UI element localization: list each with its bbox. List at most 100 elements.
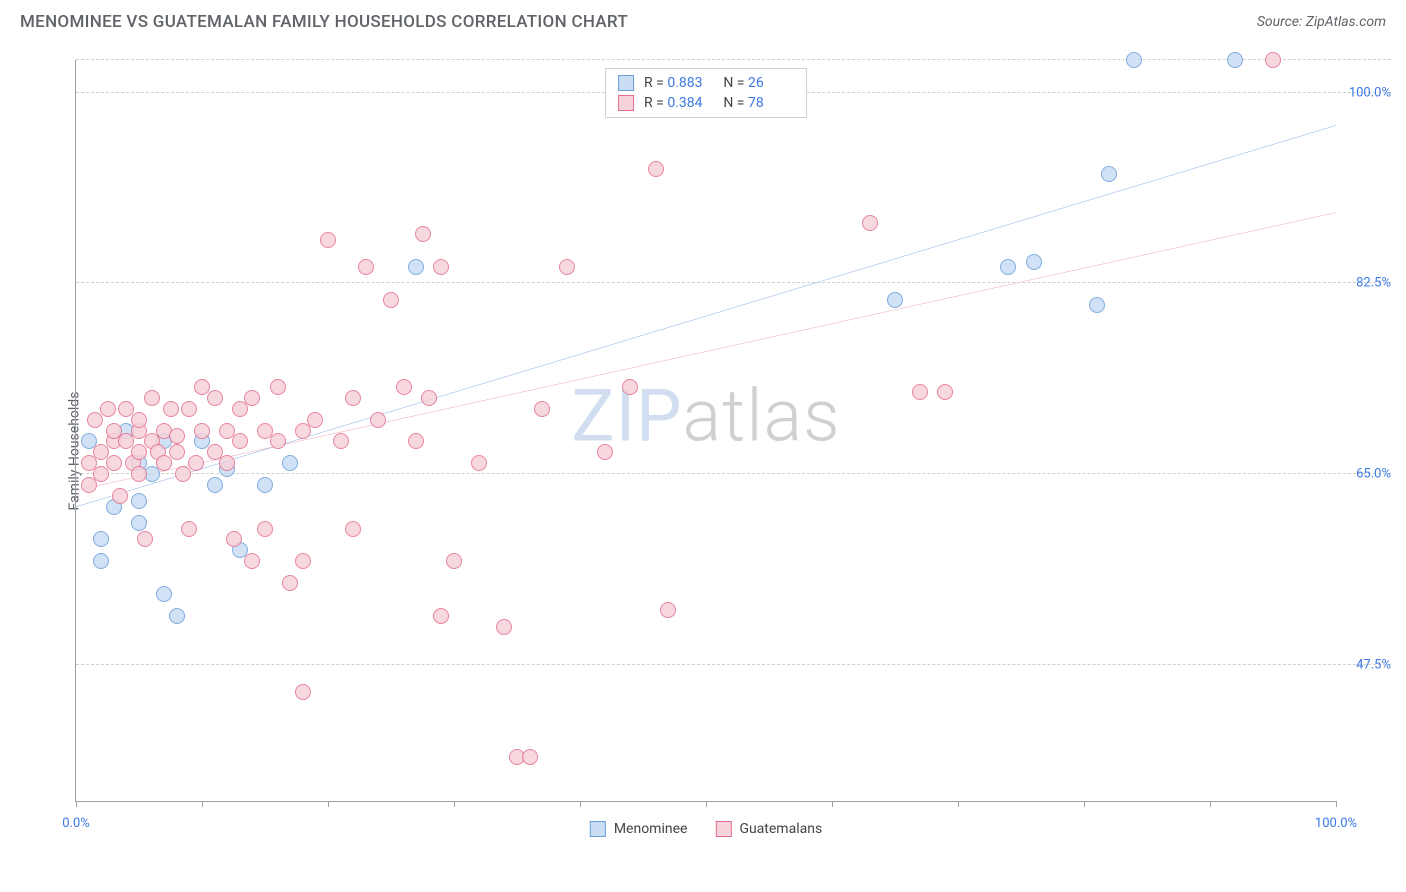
data-point-menominee <box>408 259 424 275</box>
data-point-menominee <box>887 292 903 308</box>
data-point-guatemalans <box>345 521 361 537</box>
legend-row-menominee: R = 0.883 N = 26 <box>606 73 806 93</box>
x-tick <box>454 801 455 807</box>
data-point-guatemalans <box>345 390 361 406</box>
legend-stat-r: R = 0.384 <box>644 95 713 111</box>
data-point-guatemalans <box>295 684 311 700</box>
data-point-guatemalans <box>433 608 449 624</box>
data-point-guatemalans <box>144 390 160 406</box>
trendline-menominee <box>76 125 1336 506</box>
header: MENOMINEE VS GUATEMALAN FAMILY HOUSEHOLD… <box>0 0 1406 40</box>
legend-swatch-menominee <box>618 75 634 91</box>
data-point-guatemalans <box>194 423 210 439</box>
watermark: ZIPatlas <box>571 373 840 458</box>
data-point-guatemalans <box>333 433 349 449</box>
data-point-guatemalans <box>181 521 197 537</box>
data-point-menominee <box>257 477 273 493</box>
x-tick-label: 0.0% <box>62 816 90 831</box>
data-point-guatemalans <box>358 259 374 275</box>
data-point-guatemalans <box>446 553 462 569</box>
x-tick <box>580 801 581 807</box>
legend-swatch-menominee <box>590 821 606 837</box>
data-point-guatemalans <box>648 161 664 177</box>
chart-container: Family Households ZIPatlas R = 0.883 N =… <box>30 50 1396 852</box>
legend-stat-n: N = 78 <box>723 95 794 111</box>
data-point-menominee <box>1126 52 1142 68</box>
data-point-guatemalans <box>421 390 437 406</box>
gridline-h <box>76 59 1391 60</box>
x-tick <box>832 801 833 807</box>
data-point-menominee <box>207 477 223 493</box>
data-point-guatemalans <box>100 401 116 417</box>
data-point-menominee <box>93 531 109 547</box>
watermark-atlas: atlas <box>683 373 841 458</box>
data-point-guatemalans <box>81 477 97 493</box>
data-point-menominee <box>1227 52 1243 68</box>
correlation-legend: R = 0.883 N = 26 R = 0.384 N = 78 <box>605 68 807 118</box>
data-point-guatemalans <box>156 455 172 471</box>
x-tick <box>1084 801 1085 807</box>
data-point-guatemalans <box>188 455 204 471</box>
data-point-menominee <box>1000 259 1016 275</box>
data-point-guatemalans <box>522 749 538 765</box>
data-point-guatemalans <box>106 455 122 471</box>
data-point-guatemalans <box>912 384 928 400</box>
x-tick <box>328 801 329 807</box>
data-point-menominee <box>1089 297 1105 313</box>
legend-stat-n: N = 26 <box>723 75 794 91</box>
data-point-guatemalans <box>181 401 197 417</box>
data-point-guatemalans <box>307 412 323 428</box>
x-tick <box>1210 801 1211 807</box>
data-point-guatemalans <box>137 531 153 547</box>
data-point-guatemalans <box>270 433 286 449</box>
data-point-guatemalans <box>660 602 676 618</box>
y-tick-label: 47.5% <box>1341 657 1391 672</box>
legend-item-menominee: Menominee <box>590 821 688 837</box>
x-tick-label: 100.0% <box>1315 816 1357 831</box>
data-point-guatemalans <box>112 488 128 504</box>
data-point-guatemalans <box>257 521 273 537</box>
legend-label-guatemalans: Guatemalans <box>739 821 822 837</box>
data-point-guatemalans <box>1265 52 1281 68</box>
data-point-guatemalans <box>131 412 147 428</box>
legend-item-guatemalans: Guatemalans <box>715 821 822 837</box>
gridline-h <box>76 473 1391 474</box>
data-point-guatemalans <box>163 401 179 417</box>
data-point-menominee <box>93 553 109 569</box>
data-point-menominee <box>282 455 298 471</box>
data-point-menominee <box>1101 166 1117 182</box>
data-point-guatemalans <box>370 412 386 428</box>
y-tick-label: 65.0% <box>1341 467 1391 482</box>
source-label: Source: ZipAtlas.com <box>1257 14 1386 30</box>
data-point-menominee <box>156 586 172 602</box>
x-tick <box>958 801 959 807</box>
x-tick <box>202 801 203 807</box>
x-tick <box>76 801 77 807</box>
legend-row-guatemalans: R = 0.384 N = 78 <box>606 93 806 113</box>
data-point-guatemalans <box>862 215 878 231</box>
data-point-guatemalans <box>471 455 487 471</box>
data-point-menominee <box>131 493 147 509</box>
data-point-guatemalans <box>415 226 431 242</box>
y-tick-label: 82.5% <box>1341 276 1391 291</box>
data-point-guatemalans <box>534 401 550 417</box>
data-point-guatemalans <box>232 433 248 449</box>
data-point-guatemalans <box>93 466 109 482</box>
data-point-guatemalans <box>937 384 953 400</box>
x-tick <box>706 801 707 807</box>
data-point-guatemalans <box>219 455 235 471</box>
data-point-menominee <box>169 608 185 624</box>
data-point-guatemalans <box>207 390 223 406</box>
data-point-guatemalans <box>282 575 298 591</box>
trendline-guatemalans <box>76 213 1336 491</box>
data-point-menominee <box>131 515 147 531</box>
data-point-guatemalans <box>295 553 311 569</box>
data-point-guatemalans <box>496 619 512 635</box>
legend-label-menominee: Menominee <box>614 821 688 837</box>
data-point-guatemalans <box>383 292 399 308</box>
data-point-guatemalans <box>169 428 185 444</box>
data-point-guatemalans <box>433 259 449 275</box>
legend-stat-r: R = 0.883 <box>644 75 713 91</box>
x-tick <box>1336 801 1337 807</box>
data-point-menominee <box>1026 254 1042 270</box>
